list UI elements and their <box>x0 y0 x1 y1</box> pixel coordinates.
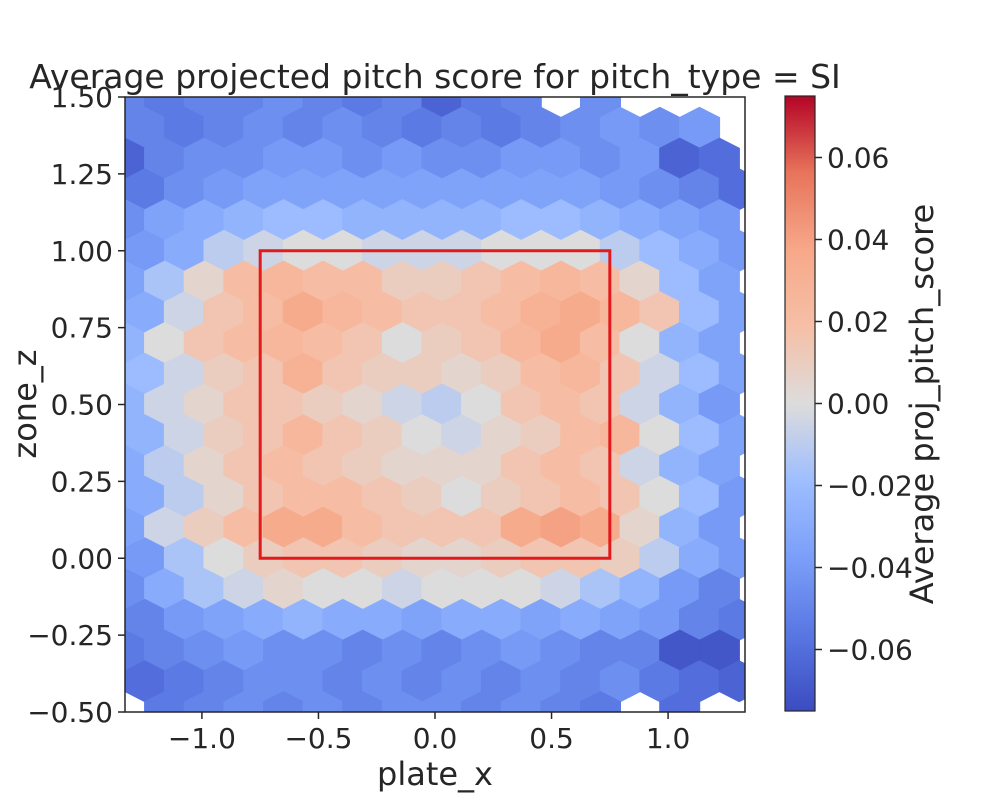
hex-cell <box>718 660 745 703</box>
hex-cell <box>659 691 701 712</box>
colorbar-tick-label: 0.06 <box>827 142 889 175</box>
colorbar <box>784 95 816 712</box>
y-tick-label: 1.50 <box>51 81 113 114</box>
y-tick-label: 0.50 <box>51 389 113 422</box>
colorbar-label: Average proj_pitch_score <box>903 204 941 604</box>
colorbar-tick-label: 0.02 <box>827 306 889 339</box>
y-tick-label: −0.25 <box>27 619 113 652</box>
y-axis-label: zone_z <box>6 349 44 458</box>
chart-title: Average projected pitch score for pitch_… <box>29 57 841 96</box>
strike-zone <box>258 249 612 560</box>
x-axis: −1.0 −0.5 0.0 0.5 1.0 <box>168 712 690 755</box>
x-tick-label: 0.5 <box>529 722 574 755</box>
colorbar-axis: −0.06 −0.04 −0.02 0.00 0.02 0.04 0.06 <box>815 142 913 667</box>
x-tick-label: 0.0 <box>413 722 458 755</box>
y-tick-label: 0.00 <box>51 542 113 575</box>
y-tick-label: −0.50 <box>27 696 113 729</box>
hex-cell <box>579 691 622 712</box>
colorbar-tick-label: −0.06 <box>827 634 913 667</box>
colorbar-tick-label: 0.04 <box>827 224 889 257</box>
y-tick-label: 1.25 <box>51 158 113 191</box>
y-tick-label: 1.00 <box>51 235 113 268</box>
x-tick-label: 1.0 <box>646 722 691 755</box>
y-axis: −0.50 −0.25 0.00 0.25 0.50 0.75 1.00 1.25 1.50 <box>27 81 125 729</box>
x-tick-label: −0.5 <box>284 722 352 755</box>
colorbar-tick-label: −0.02 <box>827 470 913 503</box>
colorbar-tick-label: 0.00 <box>827 388 889 421</box>
y-tick-label: 0.25 <box>51 465 113 498</box>
y-tick-label: 0.75 <box>51 312 113 345</box>
x-axis-label: plate_x <box>377 755 493 793</box>
colorbar-tick-label: −0.04 <box>827 552 913 585</box>
x-tick-label: −1.0 <box>168 722 236 755</box>
hex-cell <box>125 97 146 118</box>
hexbin-cells <box>125 97 745 712</box>
